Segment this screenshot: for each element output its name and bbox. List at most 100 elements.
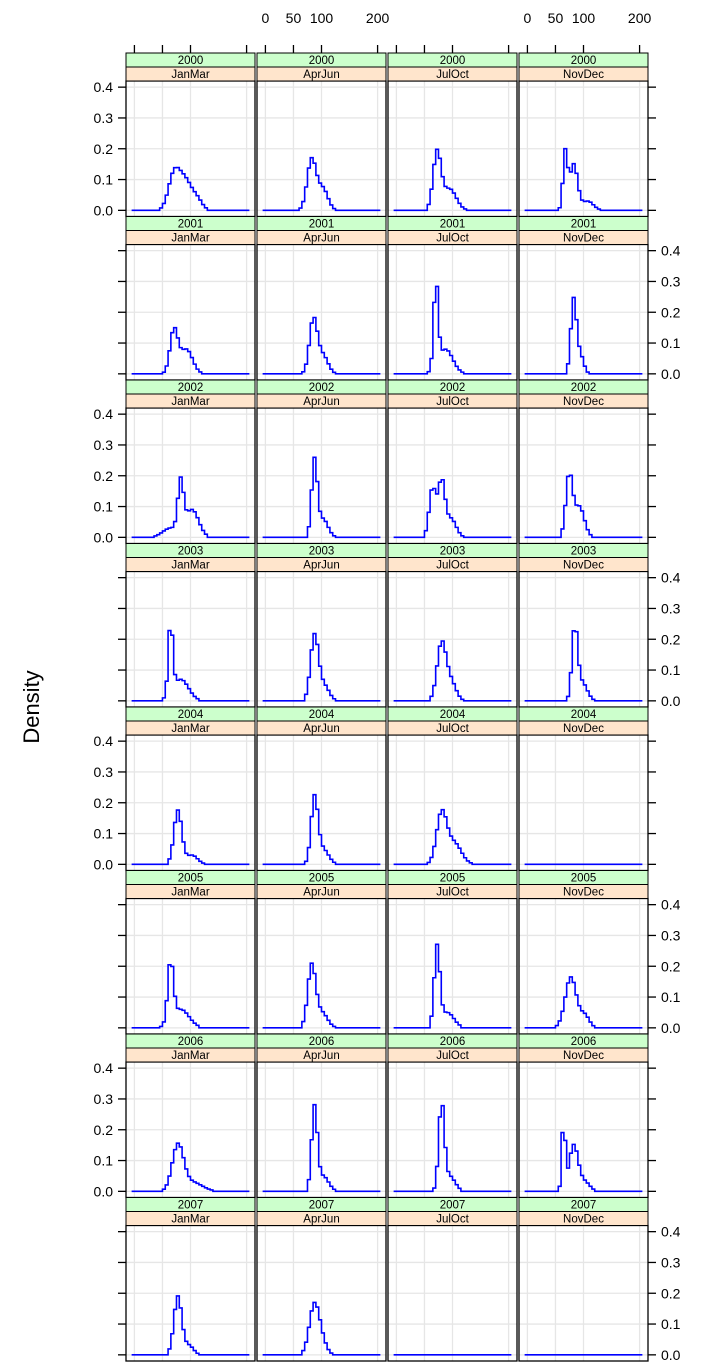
strip-year-label: 2001 [178, 219, 204, 231]
x-axis-tick-label: 200 [628, 10, 652, 26]
y-axis-tick-label-left: 0.1 [94, 826, 114, 842]
strip-period [125, 720, 256, 736]
strip-period-label: JanMar [171, 396, 210, 408]
density-line-2003-JulOct [393, 640, 512, 702]
strip-period [125, 884, 256, 899]
strip-period-label: AprJun [303, 69, 339, 81]
strip-period [256, 557, 387, 572]
density-line-2007-AprJun [262, 1301, 381, 1356]
strip-period-label: JanMar [171, 1050, 210, 1062]
x-axis-tick-label: 50 [286, 10, 302, 26]
axes-layer: 0 50 100 200 0 50 100 2000.00.10.20.30.40.00.10… [94, 10, 681, 1363]
strip-period-label: NovDec [563, 887, 604, 899]
density-line-2000-JulOct [393, 148, 512, 212]
strip-year-label: 2004 [571, 709, 597, 721]
y-axis-tick-label-left: 0.4 [94, 733, 114, 749]
strip-period [125, 393, 256, 409]
strip-period [518, 884, 649, 899]
strip-period-label: JulOct [436, 396, 469, 408]
strip-year-label: 2005 [178, 873, 204, 885]
strip-period [518, 1047, 649, 1063]
density-line-2007-JanMar [131, 1295, 250, 1356]
strip-year-label: 2001 [309, 219, 335, 231]
strip-period [387, 230, 518, 245]
strip-period-label: NovDec [563, 1214, 604, 1226]
y-axis-tick-label-left: 0.3 [94, 1091, 114, 1107]
y-axis-tick-label-left: 0.1 [94, 172, 114, 188]
y-axis-tick-label-right: 0.4 [661, 897, 681, 913]
strip-period-label: NovDec [563, 69, 604, 81]
density-line-2004-JanMar [131, 809, 250, 866]
y-axis-tick-label-left: 0.1 [94, 1153, 114, 1169]
strip-period [256, 720, 387, 736]
strip-period [518, 720, 649, 736]
strip-period-label: NovDec [563, 723, 604, 735]
strip-period [387, 557, 518, 572]
density-line-2006-JulOct [393, 1104, 512, 1193]
strip-period-label: NovDec [563, 1050, 604, 1062]
strip-period [256, 230, 387, 245]
strip-period-label: JanMar [171, 887, 210, 899]
strip-year-label: 2003 [309, 546, 335, 558]
y-axis-tick-label-left: 0.4 [94, 79, 114, 95]
strip-period-label: NovDec [563, 396, 604, 408]
y-axis-tick-label-right: 0.4 [661, 243, 681, 259]
y-axis-tick-label-right: 0.4 [661, 570, 681, 586]
strip-year-label: 2002 [440, 382, 466, 394]
strip-year-label: 2003 [571, 546, 597, 558]
strip-period-label: AprJun [303, 1214, 339, 1226]
strip-period-label: AprJun [303, 233, 339, 245]
strip-period-label: AprJun [303, 396, 339, 408]
y-axis-label: Density [19, 670, 44, 743]
strip-year-label: 2003 [178, 546, 204, 558]
strip-period-label: JulOct [436, 1050, 469, 1062]
y-axis-tick-label-right: 0.3 [661, 1254, 681, 1270]
strip-period-label: JanMar [171, 560, 210, 572]
strip-period [518, 230, 649, 245]
strip-year-label: 2006 [178, 1036, 204, 1048]
strip-period-label: JulOct [436, 69, 469, 81]
strip-period [387, 66, 518, 82]
strip-period-label: JulOct [436, 233, 469, 245]
strip-period [256, 884, 387, 899]
strip-year-label: 2005 [571, 873, 597, 885]
density-line-2005-NovDec [524, 976, 643, 1029]
strip-period [518, 66, 649, 82]
strip-period [387, 1047, 518, 1063]
x-axis-tick-label: 100 [310, 10, 334, 26]
x-axis-tick-label: 200 [366, 10, 390, 26]
strip-year-label: 2006 [440, 1036, 466, 1048]
strip-period [256, 1047, 387, 1063]
y-axis-tick-label-left: 0.2 [94, 1122, 114, 1138]
density-line-2000-JanMar [131, 166, 250, 212]
x-axis-tick-label: 100 [572, 10, 596, 26]
y-axis-tick-label-left: 0.0 [94, 202, 114, 218]
strip-period [256, 66, 387, 82]
strip-period-label: JulOct [436, 723, 469, 735]
y-axis-tick-label-right: 0.2 [661, 304, 681, 320]
density-line-2002-JanMar [131, 476, 250, 539]
y-axis-tick-label-left: 0.4 [94, 406, 114, 422]
strip-period [387, 393, 518, 409]
density-line-2003-JanMar [131, 629, 250, 702]
strip-year-label: 2005 [440, 873, 466, 885]
strip-year-label: 2006 [309, 1036, 335, 1048]
density-line-2006-NovDec [524, 1131, 643, 1193]
strip-period [387, 720, 518, 736]
strip-year-label: 2000 [309, 55, 335, 67]
y-axis-tick-label-right: 0.1 [661, 1316, 681, 1332]
strip-year-label: 2002 [309, 382, 335, 394]
strip-period [518, 557, 649, 572]
y-axis-tick-label-left: 0.1 [94, 499, 114, 515]
strip-period [518, 393, 649, 409]
y-axis-tick-label-right: 0.3 [661, 600, 681, 616]
x-axis-tick-label: 0 [262, 10, 270, 26]
density-line-2004-AprJun [262, 793, 381, 866]
y-axis-tick-label-left: 0.2 [94, 141, 114, 157]
density-line-2002-JulOct [393, 478, 512, 539]
y-axis-tick-label-right: 0.2 [661, 631, 681, 647]
y-axis-tick-label-left: 0.0 [94, 1183, 114, 1199]
density-line-2004-JulOct [393, 808, 512, 866]
strip-period [256, 1211, 387, 1226]
